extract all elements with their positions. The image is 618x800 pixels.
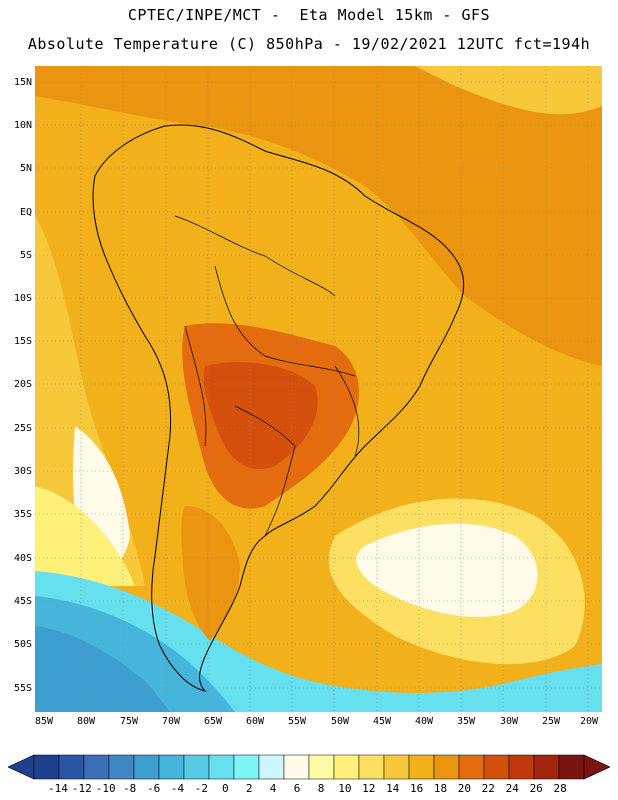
lat-label: 15N — [13, 77, 32, 88]
colorbar-cell — [283, 754, 310, 780]
colorbar-cell — [533, 754, 560, 780]
colorbar-cell — [308, 754, 335, 780]
lon-label: 30W — [499, 716, 519, 727]
colorbar-cell — [58, 754, 85, 780]
lat-label: 5N — [19, 163, 32, 174]
colorbar-cell — [508, 754, 535, 780]
colorbar-label: -6 — [146, 782, 161, 795]
colorbar-cell — [233, 754, 260, 780]
temperature-map — [35, 66, 602, 712]
colorbar-label: 10 — [338, 782, 352, 795]
colorbar-label: 26 — [529, 782, 543, 795]
lon-label: 35W — [456, 716, 476, 727]
colorbar-label: 2 — [245, 782, 253, 795]
field-south-atlantic-pale — [356, 523, 538, 617]
lon-label: 55W — [287, 716, 307, 727]
colorbar-label: -14 — [47, 782, 68, 795]
colorbar-cell — [483, 754, 510, 780]
lon-label: 50W — [330, 716, 350, 727]
colorbar-label: -10 — [95, 782, 116, 795]
colorbar-label: 6 — [293, 782, 301, 795]
country-borders — [174, 215, 360, 537]
colorbar-label: 0 — [221, 782, 229, 795]
colorbar-label: 8 — [317, 782, 325, 795]
field-pacific-yellow — [35, 486, 135, 586]
colorbar — [8, 754, 610, 780]
lon-label: 75W — [119, 716, 139, 727]
colorbar-label: 20 — [457, 782, 472, 795]
map-title-line2: Absolute Temperature (C) 850hPa - 19/02/… — [27, 35, 591, 53]
colorbar-label: 18 — [433, 782, 448, 795]
colorbar-label: 22 — [481, 782, 495, 795]
lat-label: EQ — [19, 207, 32, 218]
colorbar-left-arrow — [8, 754, 35, 780]
colorbar-label: -12 — [71, 782, 92, 795]
lat-label: 55S — [13, 683, 32, 694]
colorbar-label: 16 — [409, 782, 424, 795]
colorbar-cell — [258, 754, 285, 780]
colorbar-label: 12 — [362, 782, 376, 795]
colorbar-cell — [408, 754, 435, 780]
colorbar-cell — [358, 754, 385, 780]
colorbar-label: 28 — [553, 782, 567, 795]
colorbar-label: -8 — [123, 782, 137, 795]
lon-label: 20W — [579, 716, 599, 727]
field-patagonia — [181, 506, 240, 641]
colorbar-label: 14 — [386, 782, 400, 795]
field-north-ocean-light — [415, 66, 602, 115]
lat-label: 40S — [13, 553, 32, 564]
colorbar-cell — [33, 754, 60, 780]
lon-label: 65W — [203, 716, 223, 727]
lat-label: 50S — [13, 639, 32, 650]
lat-label: 5S — [19, 250, 32, 261]
lat-label: 10N — [13, 120, 32, 131]
colorbar-cell — [108, 754, 135, 780]
colorbar-cell — [558, 754, 585, 780]
colorbar-label: -2 — [194, 782, 209, 795]
lon-label: 40W — [414, 716, 434, 727]
field-north-ocean — [35, 66, 602, 366]
lat-label: 10S — [13, 293, 32, 304]
colorbar-cell — [383, 754, 410, 780]
field-south-cold-3 — [35, 626, 170, 712]
lon-label: 60W — [245, 716, 265, 727]
lon-label: 45W — [372, 716, 392, 727]
colorbar-cell — [208, 754, 235, 780]
map-title-line1: CPTEC/INPE/MCT - Eta Model 15km - GFS — [127, 6, 491, 24]
colorbar-cell — [133, 754, 160, 780]
colorbar-cell — [83, 754, 110, 780]
colorbar-label: -4 — [170, 782, 185, 795]
colorbar-cell — [433, 754, 460, 780]
field-continent-core — [203, 362, 318, 470]
colorbar-cell — [158, 754, 185, 780]
colorbar-label: 24 — [505, 782, 519, 795]
colorbar-right-arrow — [583, 754, 610, 780]
lon-label: 85W — [34, 716, 54, 727]
lat-label: 45S — [13, 596, 32, 607]
lat-label: 20S — [13, 379, 32, 390]
colorbar-cell — [458, 754, 485, 780]
lat-label: 25S — [13, 423, 32, 434]
lon-label: 80W — [76, 716, 96, 727]
lat-label: 15S — [13, 336, 32, 347]
lat-label: 30S — [13, 466, 32, 477]
lon-label: 25W — [541, 716, 561, 727]
lon-label: 70W — [161, 716, 181, 727]
colorbar-cell — [333, 754, 360, 780]
lat-label: 35S — [13, 509, 32, 520]
colorbar-label: 4 — [269, 782, 277, 795]
colorbar-cell — [183, 754, 210, 780]
